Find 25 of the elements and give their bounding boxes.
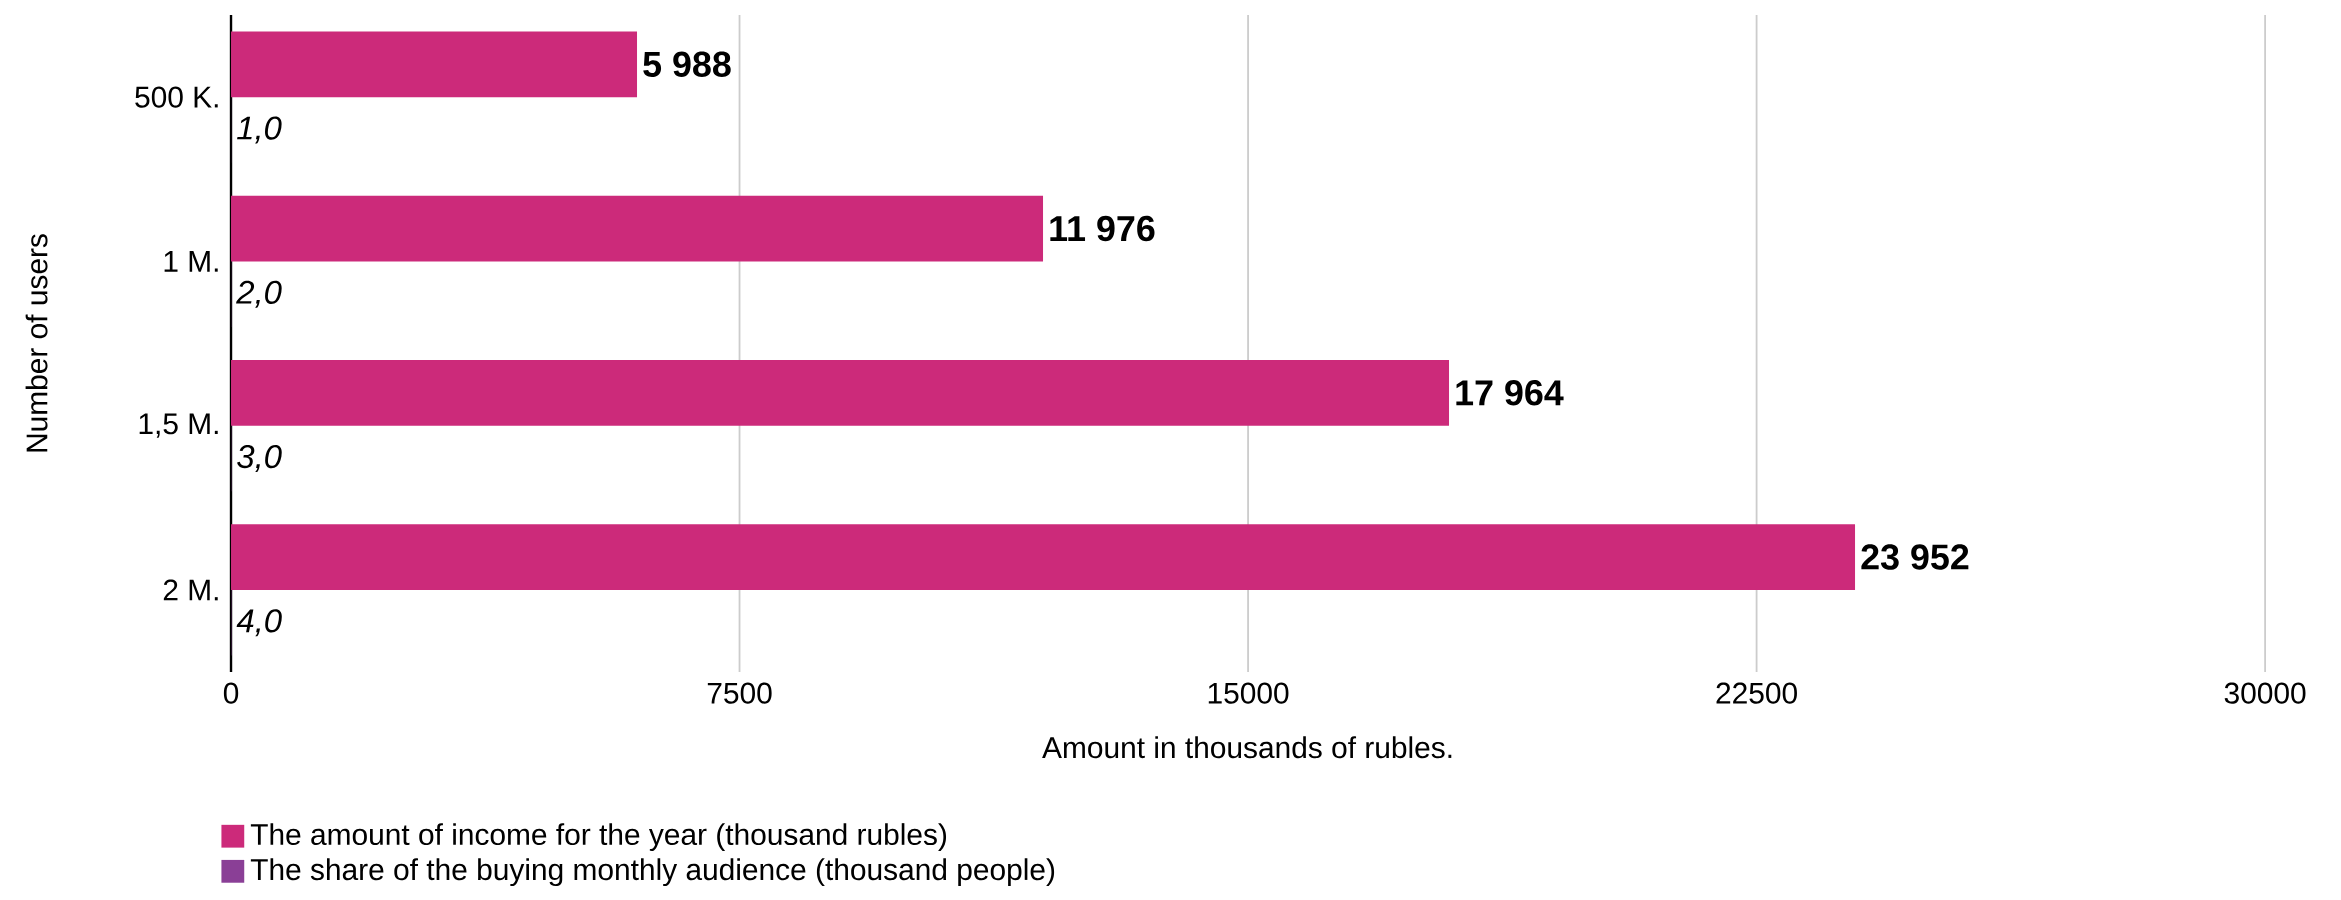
legend-label: The share of the buying monthly audience (thousand people) (250, 858, 1055, 887)
bar (231, 524, 1856, 590)
data-label: 17 964 (1456, 380, 1564, 406)
x-tick-label: 30000 (2224, 682, 2306, 704)
bar (231, 195, 1044, 262)
y-tick-label: 1 M. (164, 251, 218, 272)
y-axis-title: Number of users (25, 234, 48, 452)
y-tick-label: 1,5 M. (139, 413, 218, 438)
x-tick-label: 7500 (707, 682, 772, 704)
legend-label: The amount of income for the year (thousand rubles) (250, 823, 947, 851)
data-label: 3,0 (237, 444, 282, 473)
data-label: 11 976 (1050, 215, 1155, 242)
y-tick-label: 2 M. (163, 579, 218, 601)
data-label: 4,0 (236, 609, 282, 637)
x-tick-label: 0 (223, 682, 239, 704)
bar (231, 359, 1450, 426)
data-label: 5 988 (643, 51, 731, 77)
x-tick-label: 15000 (1208, 682, 1289, 704)
data-label: 23 952 (1861, 544, 1969, 570)
x-axis-title: Amount in thousands of rubles. (1042, 736, 1452, 759)
x-tick-label: 22500 (1716, 682, 1797, 704)
data-label: 2,0 (236, 280, 282, 308)
bar (231, 31, 638, 98)
y-tick-label: 500 K. (135, 86, 218, 108)
data-label: 1,0 (237, 116, 282, 144)
